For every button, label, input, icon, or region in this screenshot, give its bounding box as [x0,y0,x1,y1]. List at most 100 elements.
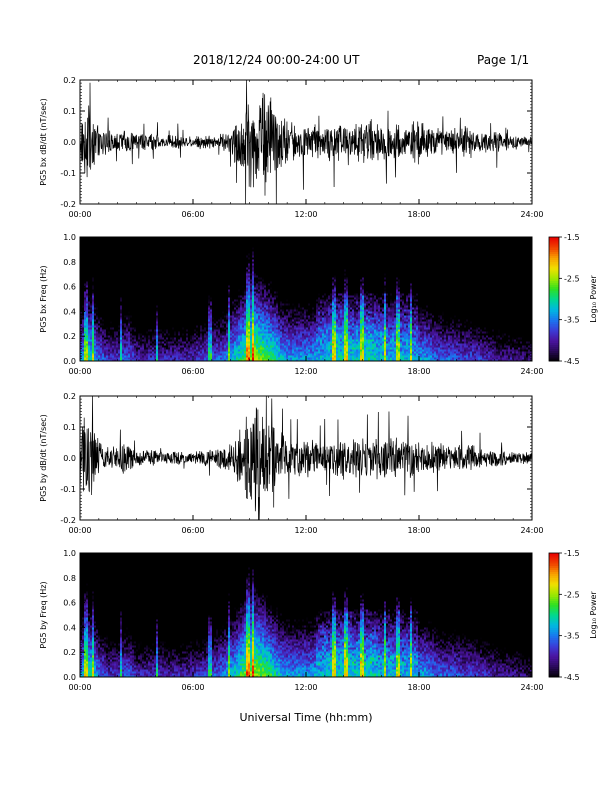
spectrogram-cell [160,283,162,285]
spectrogram-cell [134,337,136,339]
spectrogram-cell [104,249,106,251]
spectrogram-cell [154,305,156,307]
spectrogram-cell [194,309,196,311]
spectrogram-cell [124,277,126,279]
spectrogram-cell [174,253,176,255]
spectrogram-cell [232,321,234,323]
spectrogram-cell [138,339,140,341]
spectrogram-cell [132,323,134,325]
spectrogram-cell [196,321,198,323]
spectrogram-cell [218,319,220,321]
spectrogram-cell [176,269,178,271]
spectrogram-cell [118,355,120,357]
spectrogram-cell [200,327,202,329]
spectrogram-cell [166,277,168,279]
spectrogram-cell [184,357,186,359]
spectrogram-cell [202,351,204,353]
spectrogram-cell [228,277,230,279]
spectrogram-cell [116,323,118,325]
spectrogram-cell [166,239,168,241]
spectrogram-cell [98,297,100,299]
spectrogram-cell [106,311,108,313]
spectrogram-cell [200,353,202,355]
spectrogram-cell [112,355,114,357]
spectrogram-cell [220,271,222,273]
spectrogram-cell [200,321,202,323]
spectrogram-cell [114,301,116,303]
spectrogram-cell [130,313,132,315]
spectrogram-cell [128,335,130,337]
spectrogram-cell [142,289,144,291]
spectrogram-cell [160,267,162,269]
spectrogram-cell [152,283,154,285]
spectrogram-cell [152,293,154,295]
spectrogram-cell [114,289,116,291]
spectrogram-cell [124,239,126,241]
spectrogram-cell [92,277,94,279]
spectrogram-cell [210,261,212,263]
spectrogram-cell [188,257,190,259]
spectrogram-cell [144,351,146,353]
spectrogram-cell [142,327,144,329]
spectrogram-cell [234,277,236,279]
spectrogram-cell [84,315,86,317]
spectrogram-cell [202,311,204,313]
spectrogram-cell [196,259,198,261]
spectrogram-cell [162,285,164,287]
spectrogram-cell [216,269,218,271]
spectrogram-cell [216,309,218,311]
spectrogram-cell [226,323,228,325]
spectrogram-cell [182,263,184,265]
spectrogram-cell [88,279,90,281]
spectrogram-cell [172,299,174,301]
spectrogram-cell [104,331,106,333]
spectrogram-cell [140,355,142,357]
spectrogram-cell [196,339,198,341]
spectrogram-cell [210,277,212,279]
spectrogram-cell [172,297,174,299]
spectrogram-cell [106,267,108,269]
spectrogram-cell [228,283,230,285]
spectrogram-cell [136,277,138,279]
spectrogram-cell [138,289,140,291]
spectrogram-cell [216,353,218,355]
spectrogram-cell [158,285,160,287]
spectrogram-cell [112,341,114,343]
spectrogram-cell [158,295,160,297]
spectrogram-cell [228,313,230,315]
spectrogram-cell [178,245,180,247]
spectrogram-cell [98,287,100,289]
spectrogram-cell [152,323,154,325]
spectrogram-cell [192,351,194,353]
spectrogram-cell [90,305,92,307]
spectrogram-cell [206,333,208,335]
spectrogram-cell [110,325,112,327]
spectrogram-cell [228,327,230,329]
spectrogram-cell [118,325,120,327]
spectrogram-cell [228,339,230,341]
spectrogram-cell [146,323,148,325]
spectrogram-cell [124,335,126,337]
spectrogram-cell [234,261,236,263]
spectrogram-cell [150,307,152,309]
spectrogram-cell [146,335,148,337]
spectrogram-cell [118,267,120,269]
spectrogram-cell [90,307,92,309]
spectrogram-cell [208,315,210,317]
spectrogram-cell [112,307,114,309]
spectrogram-cell [146,301,148,303]
spectrogram-cell [208,355,210,357]
spectrogram-cell [98,333,100,335]
spectrogram-cell [194,251,196,253]
spectrogram-cell [212,353,214,355]
spectrogram-cell [130,325,132,327]
spectrogram-cell [206,349,208,351]
spectrogram-cell [86,311,88,313]
spectrogram-cell [180,307,182,309]
spectrogram-cell [158,309,160,311]
spectrogram-cell [116,347,118,349]
spectrogram-cell [170,265,172,267]
spectrogram-cell [206,239,208,241]
spectrogram-cell [108,269,110,271]
spectrogram-cell [234,321,236,323]
